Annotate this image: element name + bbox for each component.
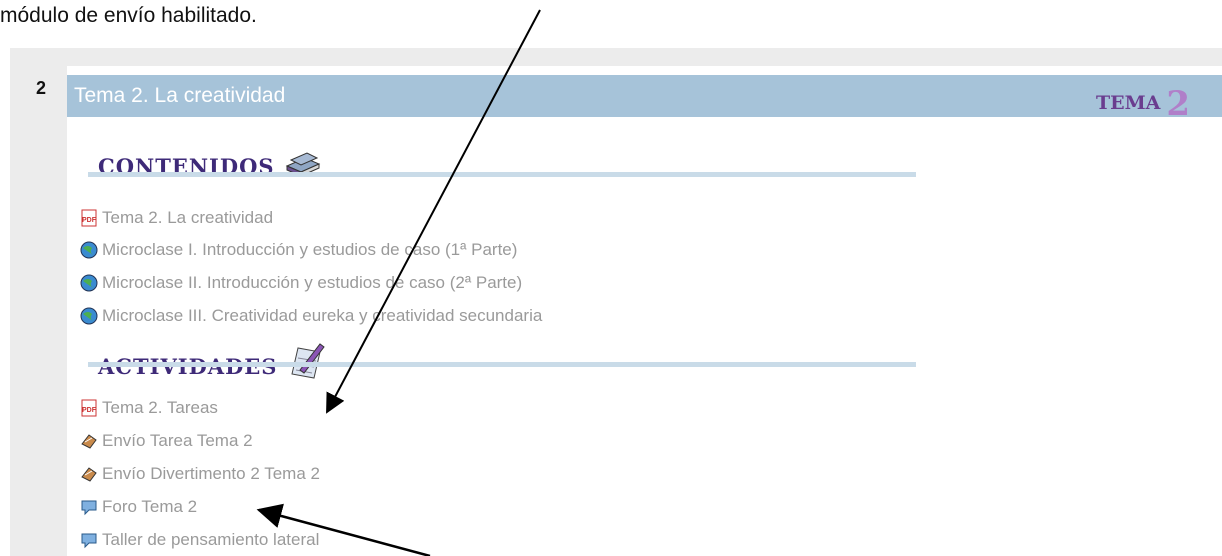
arrow <box>259 510 430 556</box>
arrow <box>327 10 540 412</box>
annotation-arrows <box>0 0 1222 556</box>
page: módulo de envío habilitado. 2 Tema 2. La… <box>0 0 1222 556</box>
